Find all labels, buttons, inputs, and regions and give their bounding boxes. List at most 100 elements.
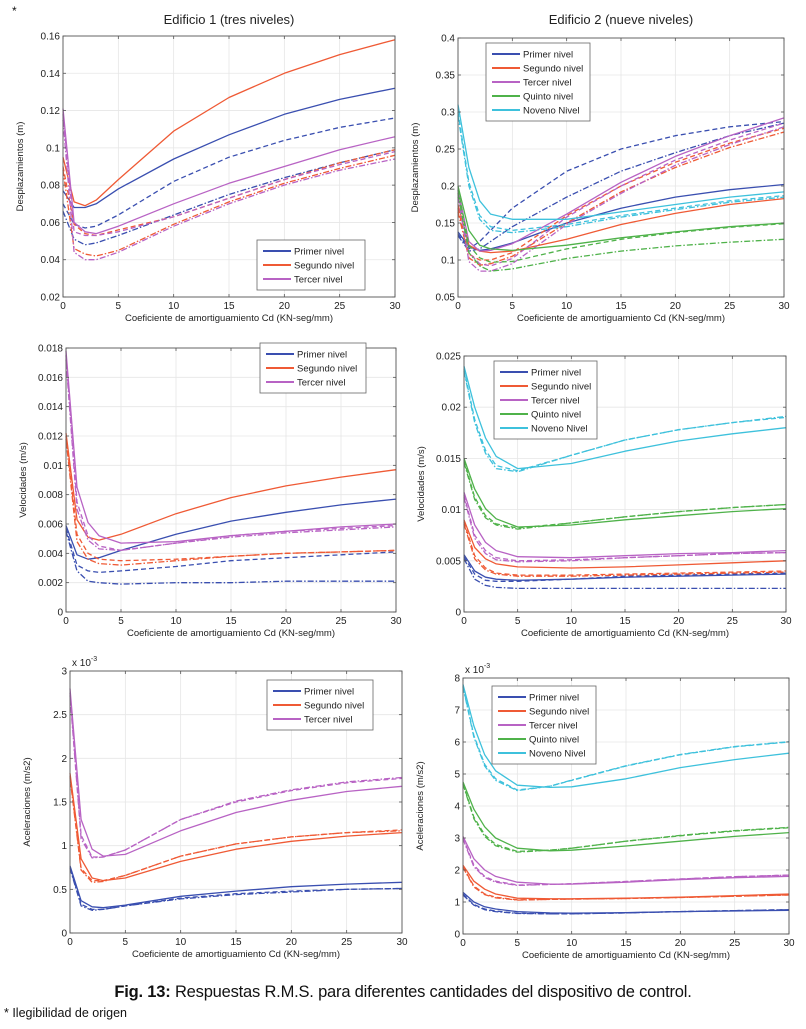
series-line-primer-nivel-dashed xyxy=(463,556,787,582)
series-line-primer-nivel-dashed xyxy=(457,120,785,250)
series-line-segundo-nivel-dashdot xyxy=(62,154,396,257)
legend: Primer nivel Segundo nivel Tercer nivel Qui… xyxy=(485,42,591,122)
legend-entry-label: Tercer nivel xyxy=(531,395,580,406)
y-tick-label: 0 xyxy=(57,608,63,619)
y-tick-label: 0.04 xyxy=(41,255,61,266)
y-tick-label: 0.08 xyxy=(41,181,61,192)
x-tick-label: 25 xyxy=(341,937,353,948)
series-line-noveno-nivel-dashdot xyxy=(462,686,790,792)
y-tick-label: 0 xyxy=(61,929,67,940)
x-tick-label: 25 xyxy=(727,616,739,627)
series-line-primer-nivel-solid xyxy=(69,865,403,909)
series-line-quinto-nivel-solid xyxy=(457,185,785,252)
legend-entry-label: Segundo nivel xyxy=(531,381,591,392)
series-line-primer-nivel-dashdot xyxy=(463,558,786,590)
series-line-primer-nivel-dashdot xyxy=(62,149,396,246)
legend-entry-label: Quinto nivel xyxy=(529,734,579,745)
y-axis-label: Desplazamientos (m) xyxy=(15,122,26,212)
y-exponent-label: x 10-3 xyxy=(72,656,97,669)
y-tick-label: 0 xyxy=(454,930,460,941)
series-line-segundo-nivel-dashdot xyxy=(463,523,787,577)
exponent-base: x 10 xyxy=(72,658,91,669)
y-tick-label: 0.006 xyxy=(38,520,63,531)
x-tick-label: 20 xyxy=(675,938,687,949)
series-line-tercer-nivel-dashdot xyxy=(463,497,787,563)
series-line-tercer-nivel-solid xyxy=(65,350,397,544)
chart-edificio2-desplazamientos: 0 5 10 15 20 25 30 0.05 0.1 0.15 0.2 0.25 0.3 0.35 0.4… xyxy=(410,12,790,324)
x-tick-label: 20 xyxy=(286,937,298,948)
y-tick-label: 2 xyxy=(454,866,460,877)
x-axis-label: Coeficiente de amortiguamiento Cd (KN-se… xyxy=(522,950,730,961)
series-line-segundo-nivel-solid xyxy=(65,433,397,541)
y-tick-label: 0.025 xyxy=(436,352,461,363)
series-line-tercer-nivel-dashdot xyxy=(457,126,785,272)
series-line-primer-nivel-dashdot xyxy=(69,868,403,911)
x-tick-label: 5 xyxy=(515,616,521,627)
series-line-tercer-nivel-dashdot xyxy=(462,838,790,887)
series-line-quinto-nivel-dashdot xyxy=(462,784,790,853)
series-line-segundo-nivel-dashed xyxy=(463,521,787,576)
y-tick-label: 0.3 xyxy=(441,108,455,119)
y-tick-label: 7 xyxy=(454,706,460,717)
legend-entry-label: Noveno Nivel xyxy=(529,748,586,759)
y-tick-label: 1.5 xyxy=(53,798,67,809)
x-tick-label: 30 xyxy=(390,616,402,627)
series-line-noveno-nivel-dashed xyxy=(462,685,790,791)
illegibility-asterisk: * xyxy=(12,4,17,18)
chart-edificio2-velocidades: 0 5 10 15 20 25 30 0 0.005 0.01 0.015 0.02 0.025 Coef… xyxy=(416,352,792,640)
legend: Primer nivel Segundo nivel Tercer nivel Qui… xyxy=(491,685,597,765)
series-line-segundo-nivel-solid xyxy=(463,519,787,569)
y-axis-label: Aceleraciones (m/s2) xyxy=(415,761,426,850)
series-line-primer-nivel-dashdot xyxy=(462,894,790,915)
y-tick-label: 1 xyxy=(454,898,460,909)
x-tick-label: 0 xyxy=(60,301,66,312)
y-tick-label: 2.5 xyxy=(53,710,67,721)
y-tick-label: 0.02 xyxy=(41,293,61,304)
exponent-power: -3 xyxy=(91,656,97,663)
series-line-quinto-nivel-dashdot xyxy=(463,462,787,530)
x-tick-label: 10 xyxy=(561,301,573,312)
series-line-primer-nivel-dashed xyxy=(69,867,403,911)
y-tick-label: 3 xyxy=(454,834,460,845)
series-line-primer-nivel-dashdot xyxy=(65,531,396,585)
legend-entry-label: Primer nivel xyxy=(531,367,581,378)
footnote: * Ilegibilidad de origen xyxy=(4,1006,128,1020)
legend-entry-label: Primer nivel xyxy=(297,349,347,360)
legend-entry-label: Tercer nivel xyxy=(297,377,346,388)
series-line-segundo-nivel-dashdot xyxy=(65,438,397,566)
y-tick-label: 0.4 xyxy=(441,34,455,45)
chart-title: Edificio 2 (nueve niveles) xyxy=(549,12,694,27)
caption-text: Respuestas R.M.S. para diferentes cantid… xyxy=(170,983,692,1001)
series-line-tercer-nivel-dashed xyxy=(62,114,396,237)
x-tick-label: 15 xyxy=(225,616,237,627)
x-axis-label: Coeficiente de amortiguamiento Cd (KN-se… xyxy=(125,313,333,324)
x-tick-label: 0 xyxy=(63,616,69,627)
series-line-tercer-nivel-dashdot xyxy=(62,119,396,261)
legend-entry-label: Noveno Nivel xyxy=(531,423,588,434)
x-axis-label: Coeficiente de amortiguamiento Cd (KN-se… xyxy=(127,628,335,639)
x-tick-label: 10 xyxy=(175,937,187,948)
chart-edificio2-aceleraciones: 0 5 10 15 20 25 30 0 1 2 3 4 5 6 7 8 x 10-3 Coeficiente d… xyxy=(415,663,795,961)
x-tick-label: 10 xyxy=(168,301,180,312)
y-tick-label: 1 xyxy=(61,841,67,852)
y-tick-label: 0.16 xyxy=(41,32,61,43)
x-tick-label: 30 xyxy=(780,616,792,627)
y-tick-label: 0.015 xyxy=(436,454,461,465)
series-line-tercer-nivel-dashed xyxy=(463,495,787,562)
x-tick-label: 0 xyxy=(461,616,467,627)
y-tick-label: 0.004 xyxy=(38,549,63,560)
legend-entry-label: Segundo nivel xyxy=(294,260,354,271)
y-tick-label: 0.25 xyxy=(436,145,456,156)
y-exponent-label: x 10-3 xyxy=(465,663,490,676)
legend: Primer nivel Segundo nivel Tercer nivel xyxy=(259,342,367,394)
series-line-noveno-nivel-dashdot xyxy=(457,115,785,234)
y-axis-label: Aceleraciones (m/s2) xyxy=(22,757,33,846)
y-tick-label: 0.1 xyxy=(441,256,455,267)
x-tick-label: 5 xyxy=(123,937,129,948)
series-line-noveno-nivel-dashed xyxy=(457,111,785,232)
y-tick-label: 8 xyxy=(454,674,460,685)
legend-entry-label: Primer nivel xyxy=(294,246,344,257)
series-line-segundo-nivel-solid xyxy=(62,39,396,207)
caption-label: Fig. 13: xyxy=(114,983,171,1001)
x-tick-label: 25 xyxy=(335,616,347,627)
